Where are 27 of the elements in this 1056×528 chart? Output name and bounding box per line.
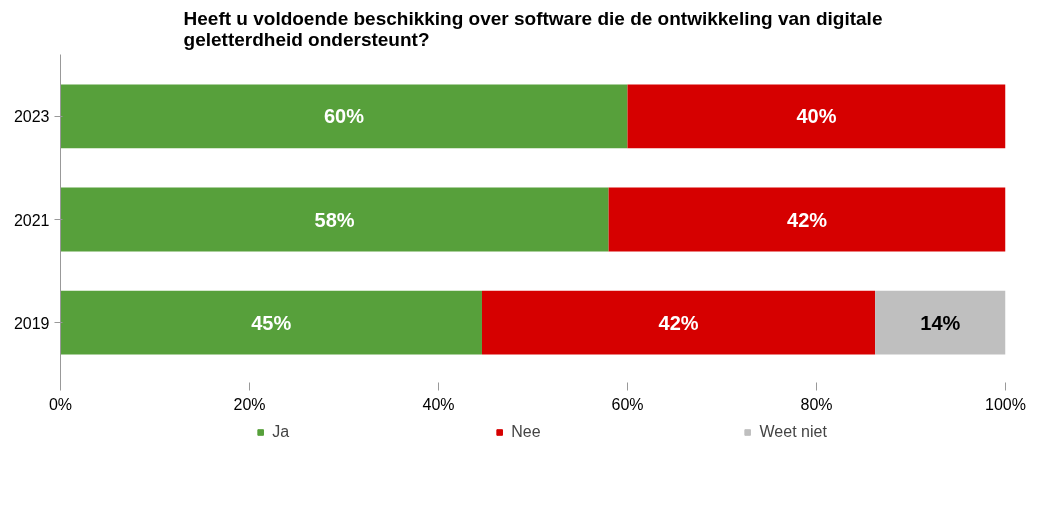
data-label: 42% [658, 311, 699, 334]
x-tick-label: 80% [800, 395, 833, 413]
x-tick-label: 100% [985, 395, 1026, 413]
x-tick-label: 0% [48, 395, 73, 413]
bar [627, 84, 1006, 149]
legend-label: Nee [511, 423, 541, 441]
x-tick-label: 20% [233, 395, 266, 413]
bar [60, 290, 482, 355]
data-label: 42% [787, 208, 828, 231]
legend-label: Weet niet [759, 423, 827, 441]
y-tick-label: 2021 [13, 211, 50, 229]
bar [481, 290, 876, 355]
bar [60, 187, 609, 252]
y-tick-label: 2023 [13, 108, 50, 126]
x-tick-label: 40% [422, 395, 455, 413]
bar [875, 290, 1006, 355]
data-label: 60% [323, 105, 365, 128]
legend-label: Ja [272, 423, 291, 441]
data-label: 40% [796, 105, 837, 128]
data-label: 14% [920, 311, 961, 334]
data-label: 45% [251, 311, 292, 334]
x-tick-label: 60% [611, 395, 644, 413]
y-tick-label: 2019 [13, 314, 50, 332]
chart-title: Heeft u voldoende beschikking over software die de ontwikkeling van digitale geletterdheid ondersteunt? [183, 7, 883, 50]
data-label: 58% [314, 208, 355, 231]
bar [608, 187, 1006, 252]
bar [60, 84, 628, 149]
